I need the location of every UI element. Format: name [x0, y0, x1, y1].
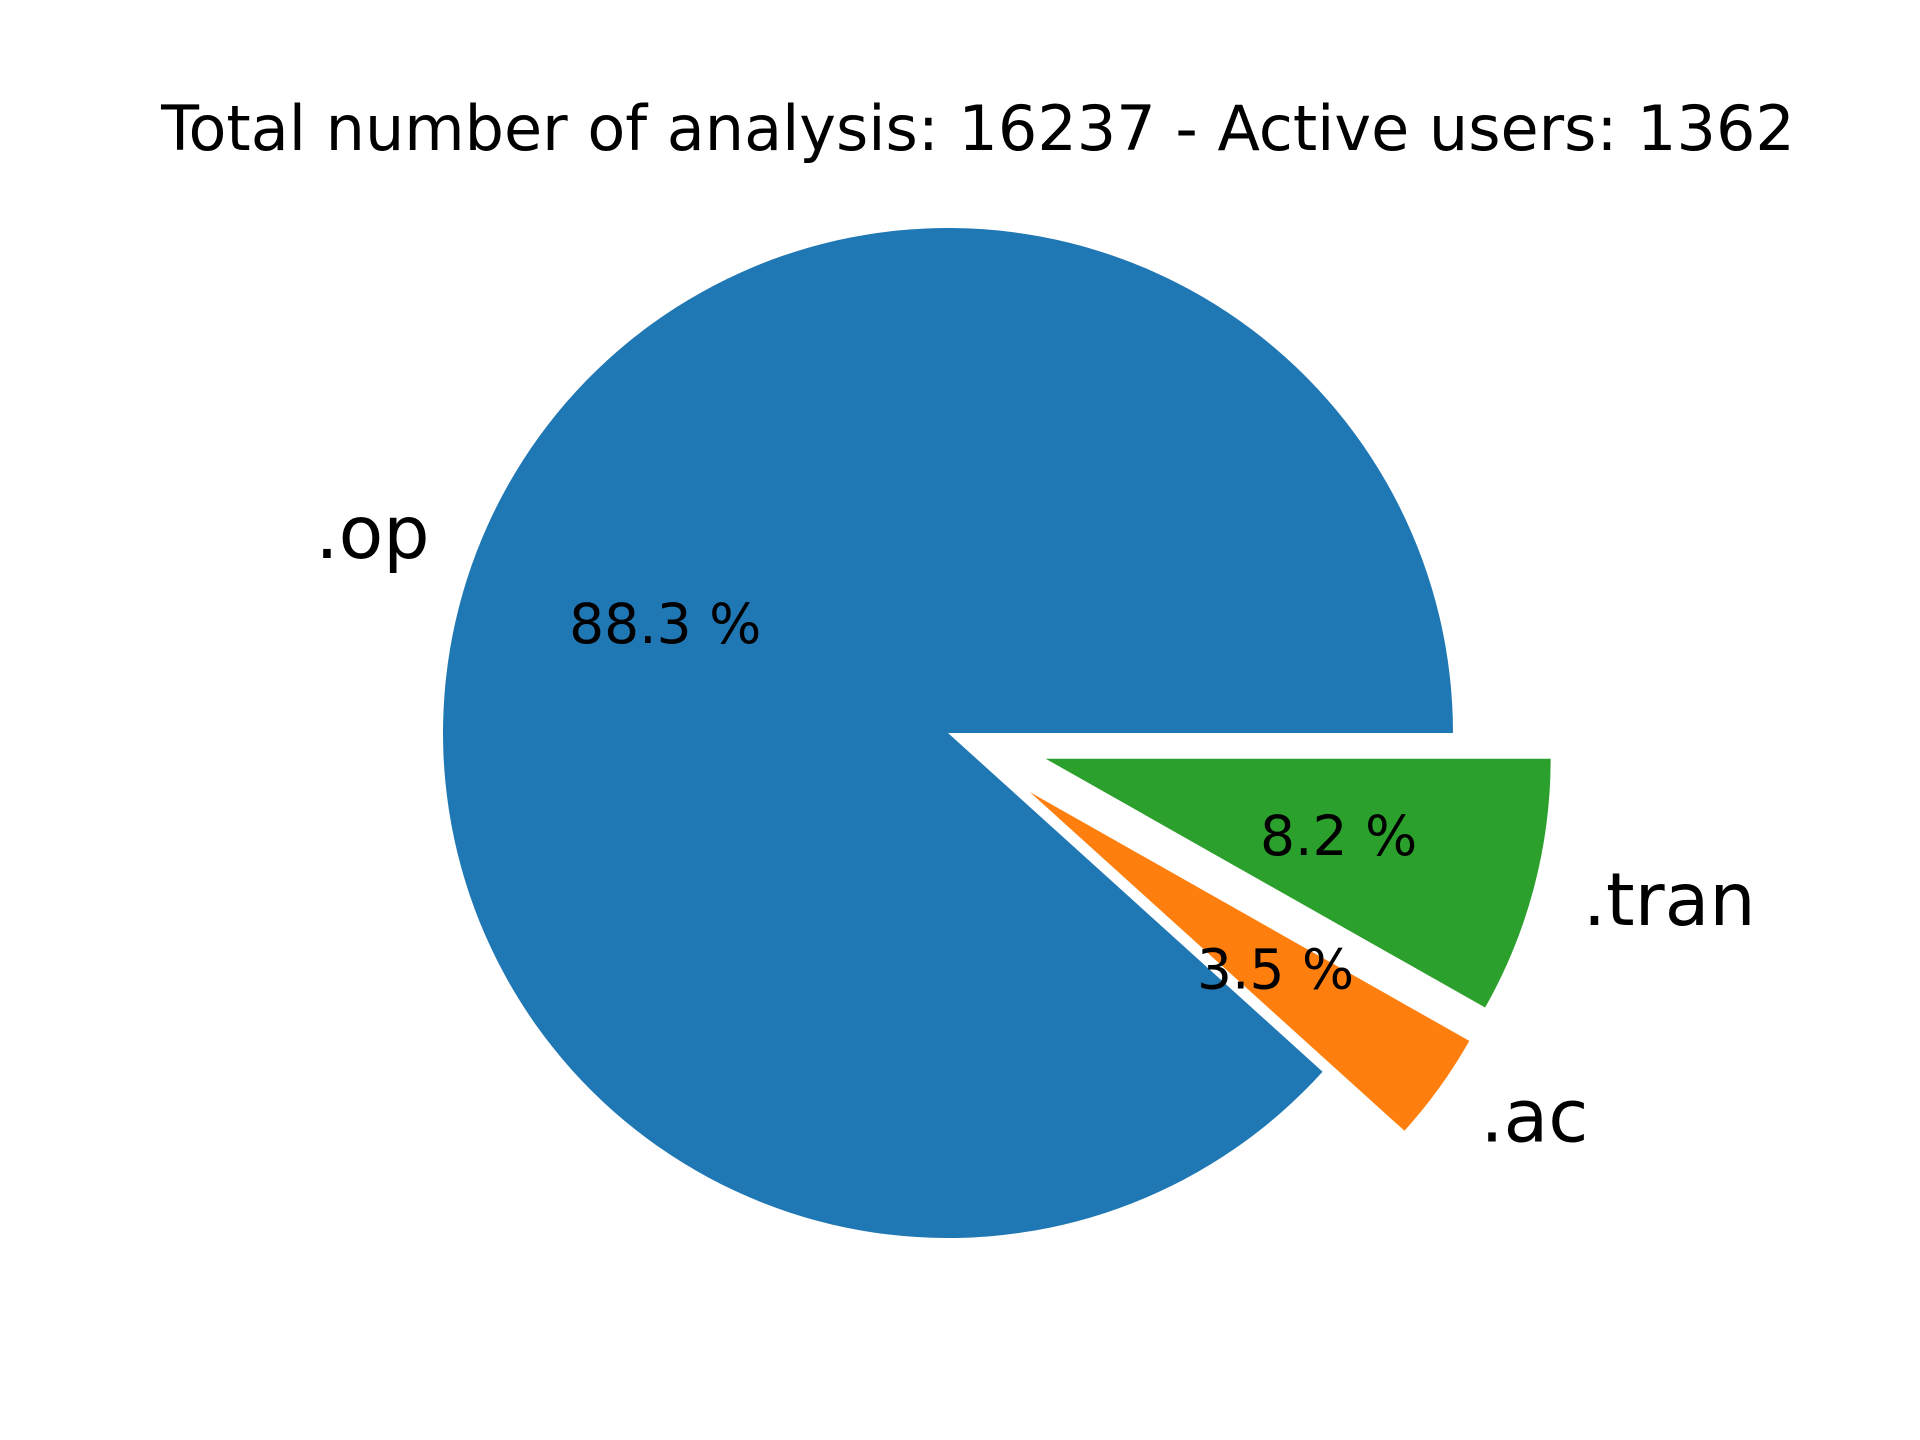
pie-labels: .op 88.3 % .ac 3.5 % .tran 8.2 % [315, 491, 1755, 1160]
slice-label-tran: .tran [1583, 858, 1756, 943]
pie-slices [443, 228, 1551, 1239]
pie-slice-op [443, 228, 1453, 1239]
pie-slice-tran [1045, 758, 1551, 1008]
pct-label-ac: 3.5 % [1197, 937, 1354, 1001]
slice-label-ac: .ac [1480, 1075, 1588, 1160]
chart-title: Total number of analysis: 16237 - Active… [160, 92, 1795, 165]
slice-label-op: .op [315, 491, 429, 576]
pct-label-op: 88.3 % [569, 592, 761, 656]
pct-label-tran: 8.2 % [1260, 804, 1417, 868]
pie-slice-ac [1029, 792, 1470, 1131]
